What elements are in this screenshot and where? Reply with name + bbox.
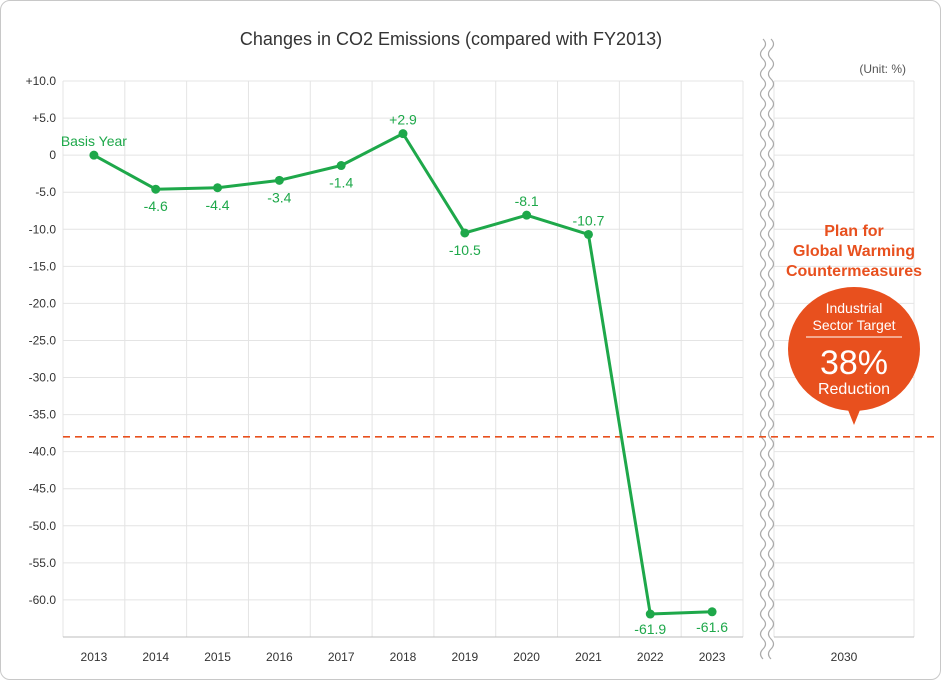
x-tick-label: 2030 [831,650,858,664]
x-tick-label: 2021 [575,650,602,664]
y-tick-label: +5.0 [32,111,56,125]
data-label: -10.5 [449,242,481,258]
data-point [583,229,593,239]
plan-heading-line: Global Warming [793,243,915,260]
chart-title: Changes in CO2 Emissions (compared with … [240,29,662,49]
axis-break-gap [761,37,773,659]
data-point [460,228,470,238]
y-tick-label: 0 [49,148,56,162]
x-tick-label: 2016 [266,650,293,664]
data-label: -8.1 [515,193,539,209]
x-tick-label: 2020 [513,650,540,664]
data-point [213,183,223,193]
data-label: +2.9 [389,112,417,128]
y-tick-label: -60.0 [29,593,57,607]
y-tick-label: -30.0 [29,371,57,385]
data-point [522,210,532,220]
x-tick-label: 2014 [142,650,169,664]
data-point [707,607,717,617]
x-tick-label: 2018 [390,650,417,664]
plan-heading-line: Countermeasures [786,263,922,280]
data-label: -1.4 [329,175,353,191]
x-tick-label: 2023 [699,650,726,664]
annotation-group: Plan for Global Warming Countermeasures Ind… [786,223,922,425]
x-tick-label: 2015 [204,650,231,664]
x-tick-label: 2013 [81,650,108,664]
bubble-caption-line: Sector Target [812,317,895,333]
y-tick-label: -55.0 [29,556,57,570]
axis-break-line [767,38,775,660]
y-tick-label: -10.0 [29,222,57,236]
data-point [151,184,161,194]
y-tick-label: -45.0 [29,482,57,496]
data-point [89,150,99,160]
y-tick-label: -25.0 [29,333,57,347]
data-point [336,161,346,171]
y-tick-label: -50.0 [29,519,57,533]
bubble-reduction-label: Reduction [818,381,890,398]
data-label: -4.4 [205,197,229,213]
y-tick-label: -15.0 [29,259,57,273]
bubble-caption-line: Industrial [826,300,883,316]
grid-lines [62,37,915,660]
bubble-percent: 38% [820,344,888,382]
y-tick-label: +10.0 [26,74,57,88]
target-bubble [788,287,920,411]
series-group: Basis Year -4.6 -4.4 -3.4 -1.4 +2.9 -10.5 -8.1 -… [61,112,728,637]
x-tick-label: 2022 [637,650,664,664]
data-label: -10.7 [572,212,604,228]
axis-labels: +10.0 +5.0 0 -5.0 -10.0 -15.0 -20.0 -25.0 -30.0 -… [26,74,858,664]
x-tick-label: 2019 [451,650,478,664]
data-label: -3.4 [267,189,291,205]
data-point [274,175,284,185]
data-label: -4.6 [144,198,168,214]
y-tick-label: -20.0 [29,296,57,310]
data-point [398,129,408,139]
x-tick-label: 2017 [328,650,355,664]
bubble-pointer [846,405,862,425]
data-label: -61.6 [696,619,728,635]
axis-break-line [759,38,767,660]
y-tick-label: -40.0 [29,445,57,459]
unit-note: (Unit: %) [859,62,906,76]
data-point [645,609,655,619]
data-label: -61.9 [634,621,666,637]
data-label: Basis Year [61,133,127,149]
plan-heading-line: Plan for [824,223,884,240]
y-tick-label: -5.0 [35,185,56,199]
y-tick-label: -35.0 [29,408,57,422]
